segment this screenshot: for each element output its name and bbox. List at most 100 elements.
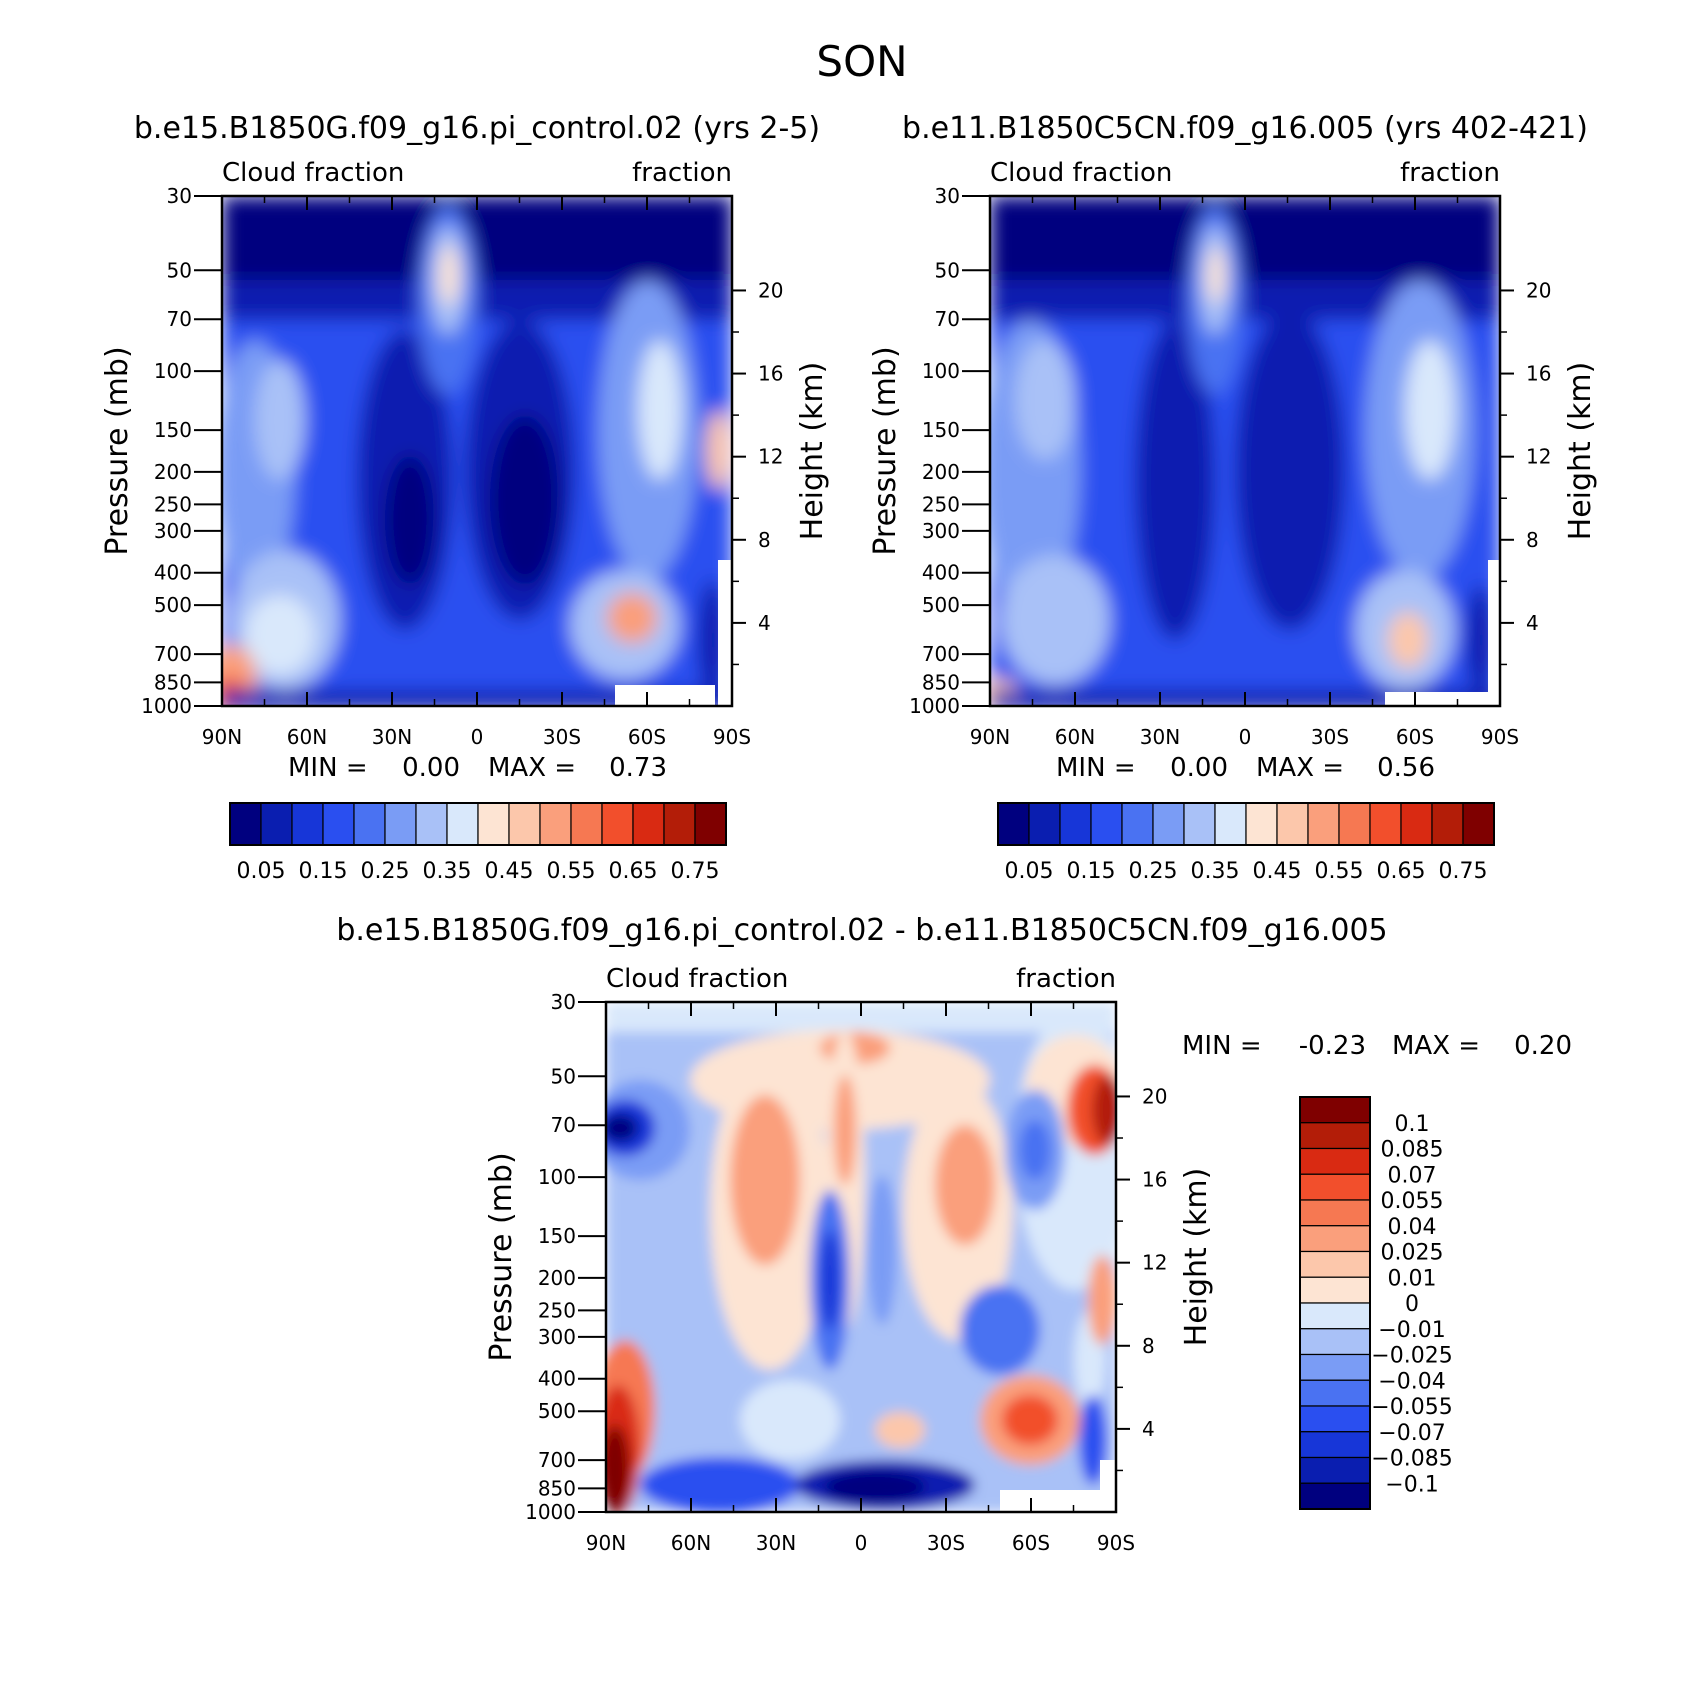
colorbar-label: 0.45 bbox=[485, 859, 534, 884]
colorbar-label: −0.085 bbox=[1371, 1447, 1452, 1472]
max-label: MAX = bbox=[1256, 753, 1344, 783]
x-tick-label: 30N bbox=[1140, 725, 1180, 749]
x-tick-label: 0 bbox=[471, 725, 484, 749]
y-tick-label-right: 12 bbox=[1142, 1251, 1167, 1275]
axes: 90N 60N 30N 0 30S 60S 90S 30 50 70 100 150 200 250 300… bbox=[525, 990, 1167, 1555]
colorbar-swatch bbox=[1299, 1456, 1371, 1484]
colorbar-label: 0.35 bbox=[1191, 859, 1240, 884]
y-tick-label: 30 bbox=[551, 990, 576, 1014]
y-tick-label: 150 bbox=[922, 418, 960, 442]
y-tick-label: 100 bbox=[922, 359, 960, 383]
colorbar-label: 0.65 bbox=[609, 859, 658, 884]
colorbar-swatch bbox=[322, 802, 355, 846]
colorbar-swatch bbox=[260, 802, 293, 846]
colorbar-frame bbox=[1299, 1096, 1371, 1510]
y-tick-label-right: 8 bbox=[1142, 1334, 1155, 1358]
y-axis-label: Pressure (mb) bbox=[484, 1152, 519, 1361]
colorbar-swatch bbox=[632, 802, 665, 846]
y-tick-label: 250 bbox=[538, 1298, 576, 1322]
y-tick-label: 50 bbox=[167, 258, 192, 282]
y-tick-label: 300 bbox=[922, 519, 960, 543]
y-tick-label: 250 bbox=[154, 492, 192, 516]
y-tick-label: 400 bbox=[538, 1367, 576, 1391]
x-tick-label: 90N bbox=[202, 725, 242, 749]
x-tick-label: 90N bbox=[586, 1531, 626, 1555]
x-tick-label: 60S bbox=[1012, 1531, 1050, 1555]
colorbar-label: 0.55 bbox=[1315, 859, 1364, 884]
y-tick-label: 100 bbox=[538, 1165, 576, 1189]
colorbar-label: −0.04 bbox=[1378, 1369, 1445, 1394]
min-value: -0.23 bbox=[1299, 1031, 1366, 1061]
y-tick-label: 200 bbox=[154, 460, 192, 484]
contour-field bbox=[222, 196, 732, 706]
max-value: 0.56 bbox=[1377, 753, 1435, 783]
panel-control: b.e15.B1850G.f09_g16.pi_control.02 (yrs … bbox=[100, 111, 830, 884]
colorbar-swatch bbox=[570, 802, 603, 846]
x-tick-label: 90N bbox=[970, 725, 1010, 749]
x-tick-label: 30N bbox=[756, 1531, 796, 1555]
y-tick-label-right: 12 bbox=[1526, 445, 1551, 469]
colorbar-swatch bbox=[1059, 802, 1092, 846]
y-tick-label: 300 bbox=[538, 1325, 576, 1349]
colorbar-frame bbox=[997, 802, 1495, 846]
colorbar-swatch bbox=[508, 802, 541, 846]
colorbar-label: 0.04 bbox=[1388, 1215, 1437, 1240]
y-tick-label: 300 bbox=[154, 519, 192, 543]
colorbar-swatch bbox=[1299, 1173, 1371, 1201]
colorbar-label: −0.01 bbox=[1378, 1318, 1445, 1343]
y-axis-label: Pressure (mb) bbox=[100, 346, 135, 555]
colorbar-swatch bbox=[1299, 1302, 1371, 1330]
y-tick-label: 70 bbox=[935, 307, 960, 331]
panel-reference: b.e11.B1850C5CN.f09_g16.005 (yrs 402-421… bbox=[868, 111, 1598, 884]
colorbar-label: 0.15 bbox=[1067, 859, 1116, 884]
colorbar-swatch bbox=[1299, 1147, 1371, 1175]
colorbar-label: 0.025 bbox=[1381, 1241, 1444, 1266]
y-tick-label-right: 8 bbox=[1526, 528, 1539, 552]
y-tick-label-right: 16 bbox=[758, 362, 783, 386]
y-tick-label: 850 bbox=[922, 670, 960, 694]
colorbar-swatch bbox=[1307, 802, 1340, 846]
colorbar-label: −0.055 bbox=[1371, 1395, 1452, 1420]
y-tick-label: 250 bbox=[922, 492, 960, 516]
colorbar-swatch bbox=[1400, 802, 1433, 846]
colorbar-swatch bbox=[353, 802, 386, 846]
colorbar-swatch bbox=[1214, 802, 1247, 846]
left-label: Cloud fraction bbox=[990, 158, 1172, 188]
y-tick-label: 500 bbox=[538, 1399, 576, 1423]
colorbar-swatch bbox=[1276, 802, 1309, 846]
colorbar-swatch bbox=[229, 802, 262, 846]
colorbar-label: 0.085 bbox=[1381, 1138, 1444, 1163]
min-value: 0.00 bbox=[1170, 753, 1228, 783]
contour-field bbox=[606, 1002, 1116, 1512]
x-tick-label: 60N bbox=[671, 1531, 711, 1555]
right-label: fraction bbox=[1400, 158, 1500, 188]
contour-field bbox=[990, 196, 1500, 706]
y-tick-label: 1000 bbox=[909, 694, 960, 718]
colorbar-swatch bbox=[663, 802, 696, 846]
x-tick-label: 0 bbox=[1239, 725, 1252, 749]
colorbar-swatch bbox=[384, 802, 417, 846]
y-tick-label: 1000 bbox=[525, 1500, 576, 1524]
x-tick-label: 90S bbox=[713, 725, 751, 749]
colorbar-label: 0.15 bbox=[299, 859, 348, 884]
y-tick-label: 500 bbox=[922, 593, 960, 617]
y-tick-label: 30 bbox=[167, 184, 192, 208]
colorbar-label: 0.07 bbox=[1388, 1163, 1437, 1188]
colorbar-swatch bbox=[1090, 802, 1123, 846]
x-tick-label: 90S bbox=[1481, 725, 1519, 749]
min-label: MIN = bbox=[1182, 1031, 1262, 1061]
colorbar-label: 0.35 bbox=[423, 859, 472, 884]
colorbar-swatch bbox=[1299, 1122, 1371, 1150]
y-tick-label: 50 bbox=[935, 258, 960, 282]
colorbar-swatch bbox=[1152, 802, 1185, 846]
colorbar-swatch bbox=[1299, 1199, 1371, 1227]
max-label: MAX = bbox=[1392, 1031, 1480, 1061]
min-label: MIN = bbox=[288, 753, 368, 783]
x-tick-label: 60S bbox=[628, 725, 666, 749]
colorbar-label: −0.07 bbox=[1378, 1421, 1445, 1446]
x-tick-label: 30S bbox=[927, 1531, 965, 1555]
colorbar-swatch bbox=[1121, 802, 1154, 846]
colorbar-swatch bbox=[1028, 802, 1061, 846]
y-tick-label: 850 bbox=[538, 1476, 576, 1500]
axes: 90N 60N 30N 0 30S 60S 90S 30 50 70 100 150 200 250 300… bbox=[909, 184, 1551, 749]
